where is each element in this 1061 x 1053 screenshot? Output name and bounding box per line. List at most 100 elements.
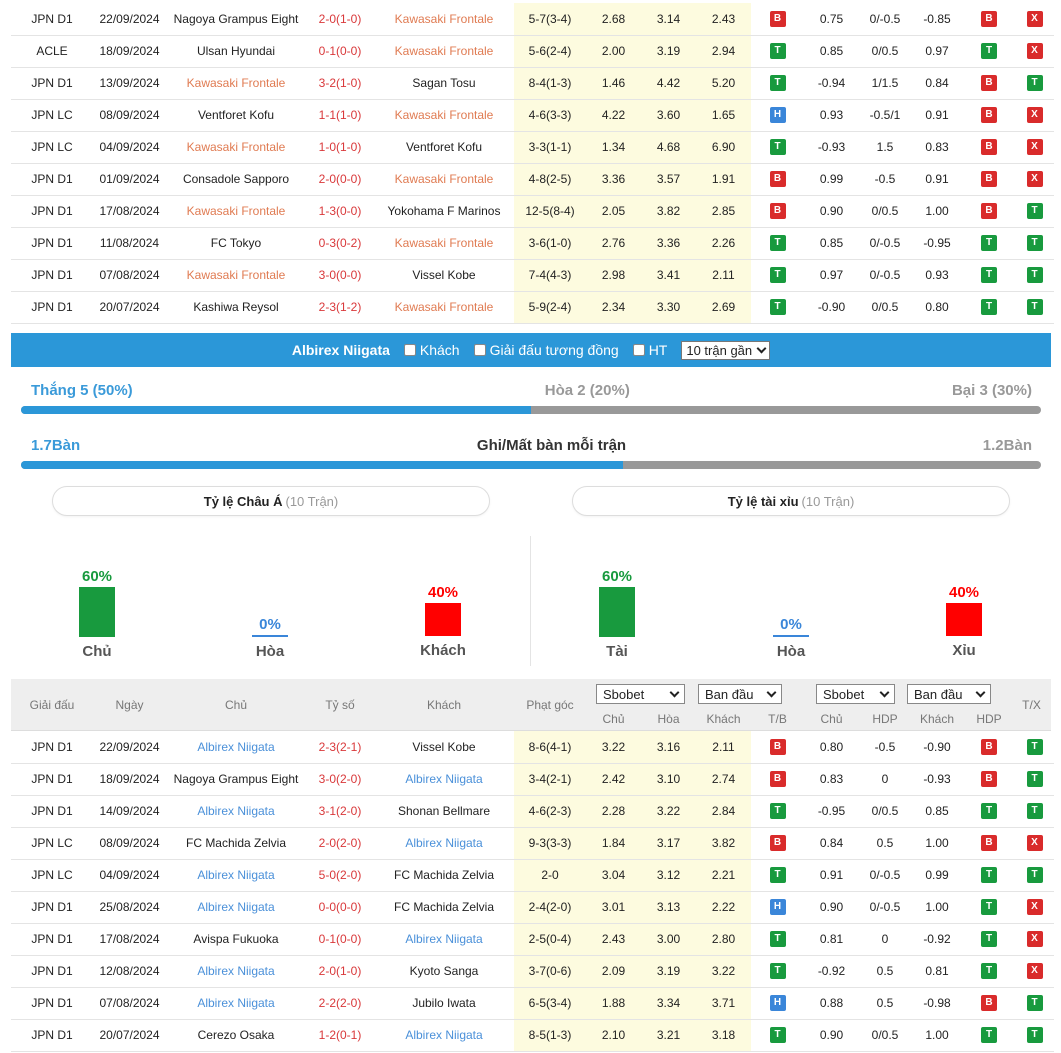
same-league-checkbox[interactable] bbox=[473, 344, 486, 356]
score-link[interactable]: 2-2(2-0) bbox=[318, 996, 362, 1010]
score-link[interactable]: 0-1(0-0) bbox=[318, 44, 362, 58]
away-team-link[interactable]: Kawasaki Frontale bbox=[394, 236, 494, 250]
odds-home-cell: 2.42 bbox=[601, 772, 626, 786]
score-link[interactable]: 2-3(2-1) bbox=[318, 739, 362, 754]
col-away: Khách bbox=[426, 698, 462, 712]
odds-type-select-2[interactable]: Ban đầu bbox=[907, 684, 991, 704]
away-team-link[interactable]: Albirex Niigata bbox=[405, 932, 483, 946]
home-team-link[interactable]: Kawasaki Frontale bbox=[186, 76, 286, 90]
date-cell: 14/09/2024 bbox=[99, 804, 160, 818]
home-team-link[interactable]: Albirex Niigata bbox=[197, 739, 275, 754]
home-team-link[interactable]: Cerezo Osaka bbox=[197, 1028, 275, 1042]
score-link[interactable]: 1-2(0-1) bbox=[318, 1028, 362, 1042]
score-link[interactable]: 2-3(1-2) bbox=[318, 300, 362, 314]
league-cell: JPN LC bbox=[31, 836, 73, 850]
home-team-link[interactable]: Ventforet Kofu bbox=[197, 108, 275, 122]
away-team-link[interactable]: FC Machida Zelvia bbox=[393, 868, 495, 882]
home-team-link[interactable]: Consadole Sapporo bbox=[182, 172, 290, 186]
score-link[interactable]: 3-2(1-0) bbox=[318, 76, 362, 90]
odds-draw-cell: 3.30 bbox=[641, 291, 696, 324]
hdp-line-cell: 0/-0.5 bbox=[859, 3, 911, 36]
away-team-cell: Vissel Kobe bbox=[374, 259, 514, 292]
odds-draw-cell: 3.10 bbox=[641, 763, 696, 796]
corner-cell: 3-3(1-1) bbox=[528, 140, 572, 154]
ht-filter-option[interactable]: HT bbox=[627, 342, 667, 358]
odds-home-cell: 1.84 bbox=[586, 827, 641, 860]
score-link[interactable]: 3-0(2-0) bbox=[318, 772, 362, 786]
away-team-link[interactable]: Vissel Kobe bbox=[412, 268, 476, 282]
away-checkbox[interactable] bbox=[403, 344, 416, 356]
away-filter-option[interactable]: Khách bbox=[398, 342, 460, 358]
away-team-link[interactable]: Albirex Niigata bbox=[405, 772, 483, 786]
score-link[interactable]: 1-1(1-0) bbox=[318, 108, 362, 122]
hdp-result-cell: B bbox=[963, 131, 1015, 164]
home-team-link[interactable]: Nagoya Grampus Eight bbox=[173, 772, 299, 786]
home-team-link[interactable]: Kashiwa Reysol bbox=[193, 300, 279, 314]
home-team-link[interactable]: FC Tokyo bbox=[210, 236, 262, 250]
away-team-link[interactable]: Vissel Kobe bbox=[412, 739, 476, 754]
tb-result-badge: H bbox=[769, 995, 786, 1011]
home-team-link[interactable]: Kawasaki Frontale bbox=[186, 204, 286, 218]
score-link[interactable]: 0-0(0-0) bbox=[318, 900, 362, 914]
home-team-link[interactable]: Albirex Niigata bbox=[197, 868, 275, 882]
away-team-link[interactable]: Kawasaki Frontale bbox=[394, 172, 494, 186]
away-team-link[interactable]: Kawasaki Frontale bbox=[394, 44, 494, 58]
away-team-link[interactable]: Ventforet Kofu bbox=[405, 140, 483, 154]
league-cell: JPN LC bbox=[11, 827, 93, 860]
home-team-link[interactable]: Avispa Fukuoka bbox=[193, 932, 279, 946]
ht-checkbox[interactable] bbox=[632, 344, 645, 356]
score-link[interactable]: 3-0(0-0) bbox=[318, 268, 362, 282]
score-link[interactable]: 0-1(0-0) bbox=[318, 932, 362, 946]
score-link[interactable]: 2-0(1-0) bbox=[318, 964, 362, 978]
away-team-link[interactable]: Kawasaki Frontale bbox=[394, 300, 494, 314]
home-team-link[interactable]: Kawasaki Frontale bbox=[186, 268, 286, 282]
score-link[interactable]: 3-1(2-0) bbox=[318, 804, 362, 818]
home-team-link[interactable]: Ulsan Hyundai bbox=[196, 44, 276, 58]
away-team-link[interactable]: Kyoto Sanga bbox=[409, 964, 479, 978]
away-team-link[interactable]: FC Machida Zelvia bbox=[393, 900, 495, 914]
odds-away-cell: 6.90 bbox=[711, 140, 736, 154]
score-link[interactable]: 1-3(0-0) bbox=[318, 204, 362, 218]
date-cell: 12/08/2024 bbox=[93, 955, 166, 988]
home-team-link[interactable]: Albirex Niigata bbox=[197, 900, 275, 914]
hdp-result-cell: B bbox=[963, 3, 1015, 36]
away-team-link[interactable]: Shonan Bellmare bbox=[397, 804, 491, 818]
bookmaker-select-1[interactable]: Sbobet bbox=[596, 684, 685, 704]
away-team-link[interactable]: Kawasaki Frontale bbox=[394, 11, 494, 26]
corner-cell: 4-6(2-3) bbox=[514, 795, 586, 828]
score-link[interactable]: 1-0(1-0) bbox=[318, 140, 362, 154]
bookmaker-select-2[interactable]: Sbobet bbox=[816, 684, 895, 704]
home-team-cell: Nagoya Grampus Eight bbox=[166, 763, 306, 796]
score-link[interactable]: 2-0(2-0) bbox=[318, 836, 362, 850]
score-link[interactable]: 2-0(1-0) bbox=[318, 11, 362, 26]
score-link[interactable]: 5-0(2-0) bbox=[318, 868, 362, 882]
away-team-link[interactable]: Kawasaki Frontale bbox=[394, 108, 494, 122]
away-team-link[interactable]: Yokohama F Marinos bbox=[387, 204, 501, 218]
odds-draw-cell: 4.42 bbox=[641, 67, 696, 100]
over-under-title: Tỷ lệ tài xỉu bbox=[727, 493, 799, 509]
hdp-result-badge: T bbox=[981, 1027, 997, 1043]
tx-result-cell: T bbox=[1015, 195, 1054, 228]
score-link[interactable]: 0-3(0-2) bbox=[318, 236, 362, 250]
away-team-link[interactable]: Albirex Niigata bbox=[405, 1028, 483, 1042]
away-team-link[interactable]: Jubilo Iwata bbox=[412, 996, 476, 1010]
odds-home-cell: 2.09 bbox=[586, 955, 641, 988]
hdp-result-badge: T bbox=[981, 963, 997, 979]
home-team-link[interactable]: Albirex Niigata bbox=[197, 996, 275, 1010]
away-team-link[interactable]: Albirex Niigata bbox=[405, 836, 483, 850]
recent-matches-select[interactable]: 10 trận gần bbox=[681, 340, 771, 360]
hdp-line-cell: -0.5/1 bbox=[869, 108, 901, 122]
bookmaker-select-1-value: Sbobet bbox=[603, 686, 645, 702]
score-link[interactable]: 2-0(0-0) bbox=[318, 172, 362, 186]
same-league-filter-option[interactable]: Giải đấu tương đồng bbox=[468, 342, 619, 358]
odds-draw-cell: 4.42 bbox=[656, 76, 681, 90]
home-team-link[interactable]: Kawasaki Frontale bbox=[186, 140, 286, 154]
away-team-cell: Kawasaki Frontale bbox=[374, 3, 514, 36]
date-cell: 17/08/2024 bbox=[93, 923, 166, 956]
home-team-link[interactable]: FC Machida Zelvia bbox=[185, 836, 287, 850]
odds-type-select-1[interactable]: Ban đầu bbox=[698, 684, 782, 704]
home-team-link[interactable]: Albirex Niigata bbox=[197, 804, 275, 818]
away-team-link[interactable]: Sagan Tosu bbox=[412, 76, 476, 90]
home-team-link[interactable]: Albirex Niigata bbox=[197, 964, 275, 978]
home-team-link[interactable]: Nagoya Grampus Eight bbox=[173, 11, 299, 26]
